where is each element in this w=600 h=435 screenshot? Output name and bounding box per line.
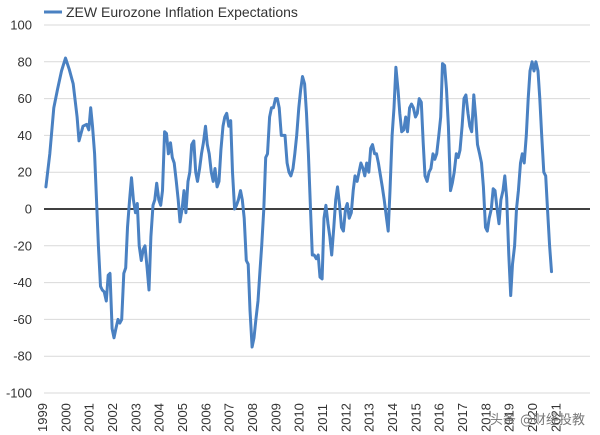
legend-label: ZEW Eurozone Inflation Expectations bbox=[66, 4, 298, 20]
x-tick-label: 2003 bbox=[128, 403, 143, 432]
x-tick-label: 2021 bbox=[548, 403, 563, 432]
y-tick-label: 40 bbox=[18, 128, 32, 143]
gridlines bbox=[44, 24, 590, 394]
x-tick-label: 2001 bbox=[82, 403, 97, 432]
x-tick-label: 2009 bbox=[268, 403, 283, 432]
y-tick-label: 80 bbox=[18, 54, 32, 69]
y-tick-label: -80 bbox=[13, 349, 32, 364]
x-axis-ticks: 1999 2000 2001 2002 2003 2004 2005 2006 2007 2008… bbox=[35, 403, 563, 432]
y-tick-label: 60 bbox=[18, 91, 32, 106]
x-tick-label: 2011 bbox=[315, 404, 330, 432]
series-line-zew-inflation-expectations bbox=[44, 56, 553, 349]
x-tick-label: 2004 bbox=[152, 403, 167, 432]
x-tick-label: 2007 bbox=[222, 403, 237, 432]
x-tick-label: 2002 bbox=[105, 403, 120, 432]
x-tick-label: 2020 bbox=[525, 403, 540, 432]
x-tick-label: 1999 bbox=[35, 403, 50, 432]
x-tick-label: 2010 bbox=[292, 403, 307, 432]
x-tick-label: 2018 bbox=[478, 403, 493, 432]
y-tick-label: 20 bbox=[18, 165, 32, 180]
x-tick-label: 2013 bbox=[362, 403, 377, 432]
y-tick-label: -20 bbox=[13, 238, 32, 253]
y-tick-label: 0 bbox=[25, 202, 32, 217]
x-tick-label: 2019 bbox=[502, 403, 517, 432]
x-tick-label: 2017 bbox=[455, 403, 470, 432]
x-tick-label: 2012 bbox=[338, 403, 353, 432]
y-tick-label: 100 bbox=[10, 18, 32, 33]
y-tick-label: -100 bbox=[6, 386, 32, 401]
x-tick-label: 2006 bbox=[198, 403, 213, 432]
watermark-text: 头条 @财经投教 bbox=[490, 412, 585, 428]
y-axis-ticks: 100 80 60 40 20 0 -20 -40 -60 -80 -100 bbox=[6, 18, 32, 401]
x-tick-label: 2000 bbox=[58, 403, 73, 432]
x-tick-label: 2015 bbox=[408, 403, 423, 432]
legend: ZEW Eurozone Inflation Expectations bbox=[44, 4, 298, 20]
y-tick-label: -40 bbox=[13, 275, 32, 290]
x-tick-label: 2008 bbox=[245, 403, 260, 432]
x-tick-label: 2005 bbox=[175, 403, 190, 432]
y-tick-label: -60 bbox=[13, 312, 32, 327]
x-tick-label: 2016 bbox=[432, 403, 447, 432]
x-tick-label: 2014 bbox=[385, 403, 400, 432]
